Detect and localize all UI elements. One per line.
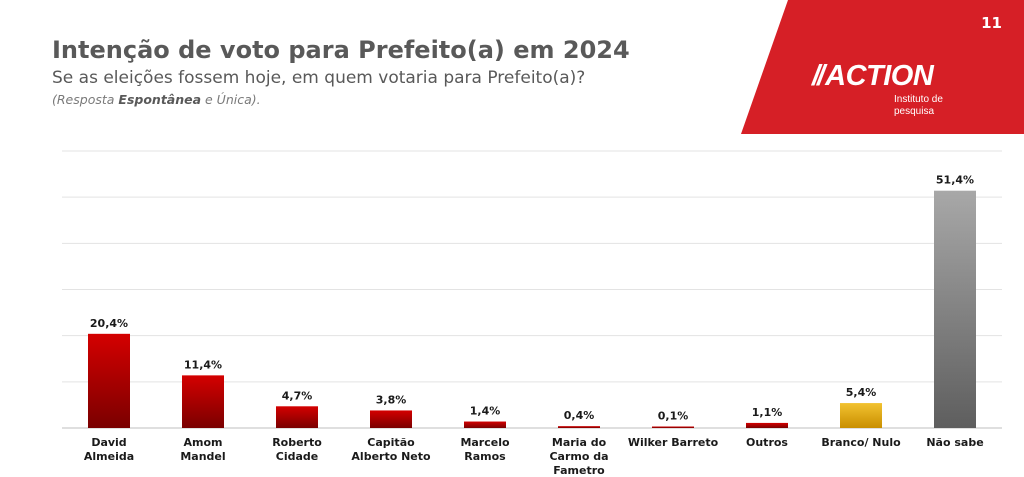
category-label-line: Não sabe <box>926 436 983 449</box>
category-label: David Almeida <box>84 436 134 463</box>
category-label-line: Cidade <box>276 450 318 463</box>
note-prefix: (Resposta <box>52 92 119 107</box>
category-label-line: David <box>91 436 126 449</box>
bar <box>746 422 788 428</box>
page-number: 11 <box>981 14 1002 32</box>
bar <box>182 375 224 428</box>
data-label: 1,1% <box>752 406 783 419</box>
category-label-line: Roberto <box>272 436 322 449</box>
data-label: 3,8% <box>376 393 407 406</box>
category-label-line: Wilker Barreto <box>628 436 719 449</box>
category-label-line: Marcelo <box>460 436 510 449</box>
logo-subtitle-line1: Instituto de <box>894 94 943 105</box>
bar <box>370 410 412 428</box>
note-bold: Espontânea <box>118 92 202 107</box>
category-label-line: Amom <box>184 436 223 449</box>
response-note: (Resposta Espontânea e Única). <box>52 92 261 107</box>
category-label-line: Alberto Neto <box>351 450 431 463</box>
logo-slashes: // <box>812 60 825 92</box>
category-label-line: Outros <box>746 436 788 449</box>
data-label: 1,4% <box>470 405 501 418</box>
category-label-line: Carmo da <box>549 450 608 463</box>
chart-grid <box>62 150 1002 429</box>
category-label: Maria do Carmo da Fametro <box>549 436 608 477</box>
bar <box>934 190 976 428</box>
data-label: 5,4% <box>846 386 877 399</box>
category-label-line: Maria do <box>552 436 607 449</box>
bar <box>88 333 130 428</box>
category-label: Roberto Cidade <box>272 436 322 463</box>
chart-category-labels: David Almeida Amom Mandel Roberto Cidade Capit… <box>84 436 984 477</box>
brand-banner-shape <box>741 0 1024 134</box>
category-label-line: Fametro <box>553 464 605 477</box>
data-label: 20,4% <box>90 317 128 330</box>
bar <box>652 426 694 428</box>
logo-subtitle-line2: pesquisa <box>894 106 935 117</box>
logo-text: ACTION <box>825 60 934 92</box>
category-label: Marcelo Ramos <box>460 436 510 463</box>
category-label: Não sabe <box>926 436 983 449</box>
logo-subtitle: Instituto de pesquisa <box>894 94 943 118</box>
chart-bars <box>88 190 976 428</box>
action-logo: //ACTION <box>812 60 934 92</box>
category-label: Amom Mandel <box>180 436 225 463</box>
category-label-line: Ramos <box>464 450 506 463</box>
category-label-line: Branco/ Nulo <box>821 436 901 449</box>
bar <box>840 403 882 428</box>
page-subtitle: Se as eleições fossem hoje, em quem vota… <box>52 68 586 88</box>
category-label-line: Capitão <box>367 436 415 449</box>
data-label: 11,4% <box>184 358 222 371</box>
data-label: 0,1% <box>658 410 689 423</box>
category-label: Outros <box>746 436 788 449</box>
bar <box>464 421 506 428</box>
category-label-line: Mandel <box>180 450 225 463</box>
data-label: 0,4% <box>564 409 595 422</box>
data-label: 4,7% <box>282 389 313 402</box>
category-label-line: Almeida <box>84 450 134 463</box>
category-label: Branco/ Nulo <box>821 436 901 449</box>
bar <box>558 426 600 428</box>
category-label: Wilker Barreto <box>628 436 719 449</box>
note-suffix: e Única). <box>201 92 261 107</box>
data-label: 51,4% <box>936 174 974 187</box>
category-label: Capitão Alberto Neto <box>351 436 431 463</box>
page-title: Intenção de voto para Prefeito(a) em 202… <box>52 36 630 64</box>
bar <box>276 406 318 428</box>
chart-data-labels: 20,4% 11,4% 4,7% 3,8% 1,4% 0,4% 0,1% 1,1% 5,4% 51… <box>90 174 974 423</box>
